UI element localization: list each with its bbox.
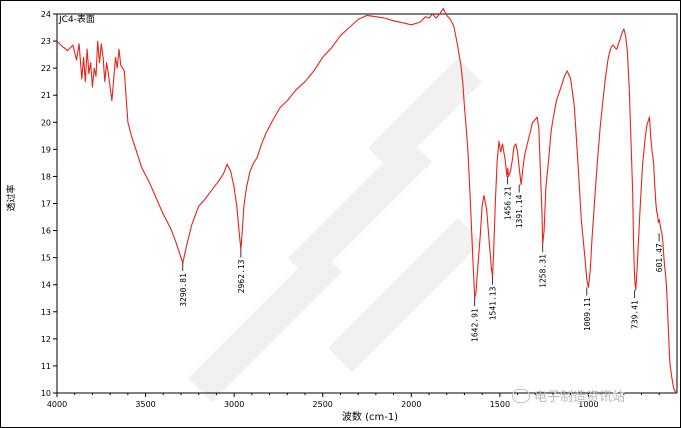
- x-tick-label: 1500: [490, 400, 510, 409]
- watermark-band: [187, 247, 343, 403]
- peak-label: 1541.13: [489, 286, 498, 320]
- y-tick-label: 14: [41, 281, 51, 290]
- x-tick-label: 2000: [401, 400, 421, 409]
- watermark-bands: [187, 57, 483, 403]
- y-tick-label: 22: [41, 64, 51, 73]
- y-tick-label: 16: [41, 227, 51, 236]
- peak-label: 2962.13: [237, 259, 246, 293]
- x-tick-label: 3000: [224, 400, 244, 409]
- wechat-icon: [512, 389, 530, 403]
- peak-label: 1258.31: [539, 254, 548, 288]
- y-tick-label: 13: [41, 308, 51, 317]
- peak-label: 3290.81: [179, 273, 188, 307]
- y-tick-label: 11: [41, 362, 51, 371]
- y-tick-label: 19: [41, 145, 51, 154]
- spectrum-line: [56, 8, 678, 394]
- watermark-text: 电子制造资讯站: [534, 390, 626, 405]
- y-axis: 10 11 12 13 14 15 16 17 18 19 20 21 22 23 24: [41, 10, 57, 398]
- x-axis-label: 波数 (cm-1): [342, 410, 398, 423]
- y-tick-label: 23: [41, 37, 51, 46]
- peak-label: 1456.21: [504, 186, 513, 220]
- series-layer: [56, 8, 678, 394]
- y-axis-label: 透过率: [5, 184, 17, 211]
- watermark: 电子制造资讯站: [512, 386, 625, 405]
- peak-label: 1009.11: [583, 297, 592, 331]
- y-tick-label: 10: [41, 389, 51, 398]
- y-tick-label: 12: [41, 335, 51, 344]
- y-tick-label: 21: [41, 91, 51, 100]
- x-axis: 4000 3500 3000 2500 2000 1500 1000: [47, 393, 660, 409]
- y-tick-label: 15: [41, 254, 51, 263]
- x-tick-label: 2500: [313, 400, 333, 409]
- watermark-band: [367, 57, 483, 173]
- peak-label: 1642.91: [471, 308, 480, 342]
- peak-annotations: 3290.81 2962.13 1642.91 1541.13 1456.21 1391.…: [179, 176, 664, 342]
- x-tick-label: 4000: [47, 400, 67, 409]
- y-tick-label: 18: [41, 172, 51, 181]
- x-tick-label: 1000: [578, 400, 598, 409]
- y-tick-label: 20: [41, 118, 51, 127]
- peak-label: 1391.14: [515, 194, 524, 228]
- chart-title: JC4-表面: [58, 13, 95, 25]
- peak-label: 601.47: [655, 243, 664, 272]
- y-tick-label: 17: [41, 200, 51, 209]
- peak-label: 739.41: [631, 300, 640, 329]
- x-tick-label: 3500: [135, 400, 155, 409]
- y-tick-label: 24: [41, 10, 51, 19]
- watermark-band: [327, 217, 483, 373]
